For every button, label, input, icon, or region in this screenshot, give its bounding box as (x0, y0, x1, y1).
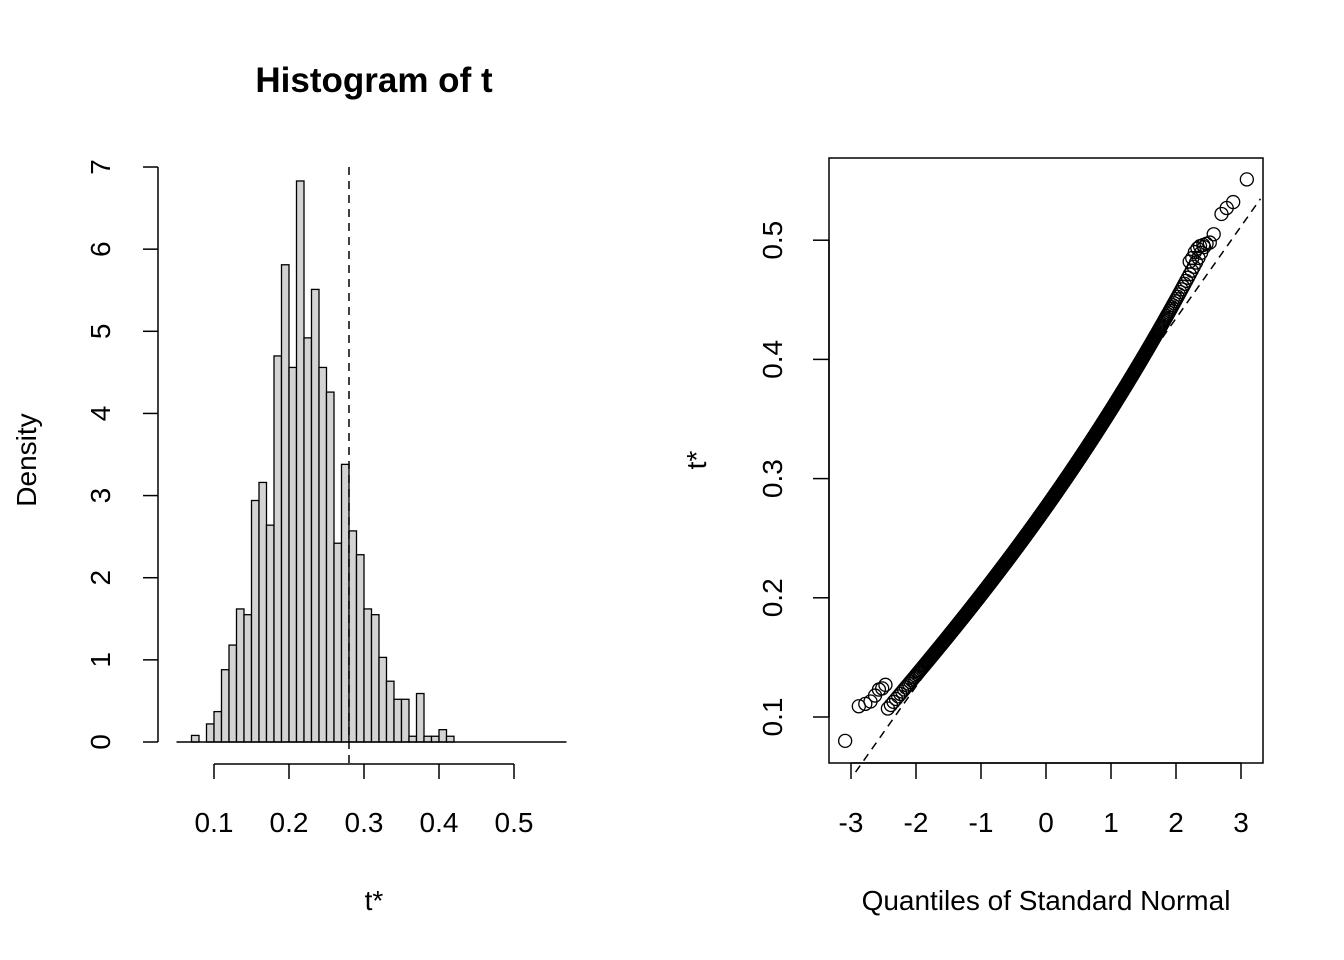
histogram-x-tick-label: 0.5 (495, 807, 534, 838)
histogram-bar (355, 554, 365, 743)
histogram-bar (363, 608, 373, 743)
histogram-panel: Histogram of t 0.1 0.2 0.3 0.4 0.5 01234567 … (11, 61, 567, 916)
qq-y-label: t* (681, 451, 712, 470)
qq-x-tick-label: -1 (969, 807, 994, 838)
histogram-bar (408, 735, 418, 743)
histogram-x-tick-label: 0.3 (345, 807, 384, 838)
histogram-bar (190, 734, 200, 743)
histogram-y-tick-label: 4 (85, 406, 116, 422)
qq-x-tick-label: 2 (1168, 807, 1184, 838)
qq-point (875, 681, 890, 696)
qq-x-tick-label: -2 (904, 807, 929, 838)
histogram-bar (393, 698, 403, 743)
histogram-bar (205, 723, 215, 743)
histogram-bar (423, 735, 433, 743)
qq-x-axis: -3 -2 -1 0 1 2 3 (839, 762, 1249, 838)
qq-y-tick-label: 0.5 (757, 221, 788, 260)
qq-x-tick-label: -3 (839, 807, 864, 838)
histogram-bar (288, 366, 298, 743)
qq-point (838, 733, 853, 748)
qq-x-tick-label: 1 (1103, 807, 1119, 838)
histogram-y-tick-label: 2 (85, 570, 116, 586)
histogram-y-tick-label: 7 (85, 159, 116, 175)
qq-reference-line (854, 198, 1262, 773)
histogram-bar (273, 355, 283, 743)
histogram-bar (228, 644, 238, 743)
qq-panel: -3 -2 -1 0 1 2 3 0.1 0.2 0.3 0.4 0.5 Quantiles of … (681, 157, 1264, 916)
histogram-bar (213, 710, 223, 743)
histogram-x-tick-label: 0.1 (195, 807, 234, 838)
qq-y-axis: 0.1 0.2 0.3 0.4 0.5 (757, 221, 830, 737)
histogram-bar (295, 180, 305, 743)
qq-point (1180, 270, 1196, 285)
histogram-x-axis: 0.1 0.2 0.3 0.4 0.5 (195, 763, 534, 838)
histogram-y-label: Density (11, 413, 42, 506)
histogram-bar (310, 288, 320, 743)
histogram-y-axis: 0 1 2 3 4 5 6 7 (85, 159, 159, 750)
qq-point (878, 677, 893, 692)
histogram-bar (303, 337, 313, 743)
qq-x-tick-label: 3 (1233, 807, 1249, 838)
histogram-x-label: t* (365, 885, 384, 916)
histogram-y-tick-label: 6 (85, 241, 116, 257)
qq-y-tick-label: 0.1 (757, 698, 788, 737)
histogram-title: Histogram of t (255, 61, 493, 100)
histogram-bar (318, 366, 328, 743)
histogram-y-tick-label: 5 (85, 324, 116, 340)
qq-y-tick-label: 0.4 (757, 340, 788, 379)
histogram-y-tick-label: 0 (85, 734, 116, 750)
histogram-x-tick-label: 0.4 (420, 807, 459, 838)
histogram-bar (370, 614, 380, 743)
qq-x-label: Quantiles of Standard Normal (862, 885, 1231, 916)
histogram-bar (340, 463, 350, 743)
qq-point (1185, 250, 1200, 266)
qq-point (1214, 206, 1229, 222)
qq-y-tick-label: 0.2 (757, 578, 788, 617)
histogram-bar (430, 735, 440, 743)
qq-point (1239, 172, 1254, 187)
histogram-bar (333, 542, 343, 743)
histogram-bar (235, 608, 245, 743)
histogram-x-tick-label: 0.2 (270, 807, 309, 838)
histogram-bar (385, 680, 395, 743)
histogram-bar (325, 391, 335, 743)
histogram-bar (243, 614, 253, 743)
histogram-y-tick-label: 3 (85, 488, 116, 504)
qq-y-tick-label: 0.3 (757, 459, 788, 498)
histogram-bar (280, 264, 290, 743)
qq-point (1182, 254, 1197, 269)
histogram-bars (176, 180, 567, 743)
histogram-bar (258, 481, 268, 743)
histogram-bar (400, 698, 410, 743)
qq-points (838, 172, 1254, 748)
histogram-y-tick-label: 1 (85, 652, 116, 668)
qq-point (1206, 227, 1221, 242)
histogram-bar (378, 656, 388, 743)
histogram-bar (445, 735, 455, 743)
qq-x-tick-label: 0 (1038, 807, 1054, 838)
histogram-bar (438, 729, 448, 743)
histogram-bar (250, 499, 260, 743)
histogram-bar (348, 530, 358, 743)
histogram-bar (415, 692, 425, 743)
histogram-bar (265, 524, 275, 743)
histogram-bar (220, 669, 230, 743)
